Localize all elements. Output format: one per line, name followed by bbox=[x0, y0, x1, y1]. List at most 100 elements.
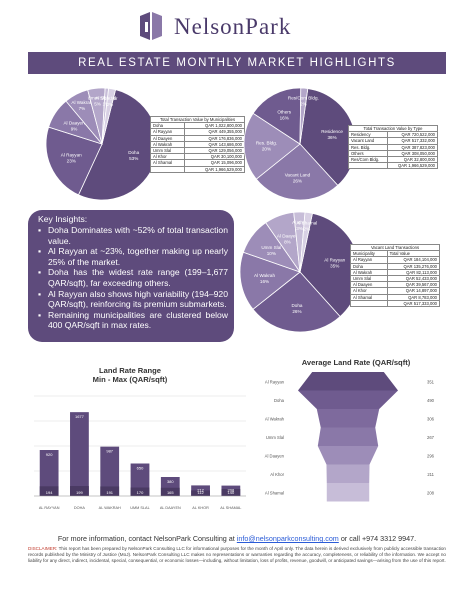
disclaimer: DISCLAIMER: This report has been prepare… bbox=[28, 546, 446, 565]
chart-subtitle: Min - Max (QAR/sqft) bbox=[92, 375, 168, 384]
slice-pct: 10% bbox=[267, 251, 276, 256]
row-value: QAR 15,096,000 bbox=[184, 159, 245, 167]
bar-min bbox=[70, 486, 89, 496]
funnel-segment bbox=[298, 390, 398, 409]
bar-min-label: 140 bbox=[228, 490, 235, 495]
funnel-segment bbox=[326, 483, 370, 502]
bar-min-label: 170 bbox=[137, 490, 144, 495]
table-row: Umm Slal QAR 129,056,000 bbox=[149, 146, 245, 155]
insights-heading: Key Insights: bbox=[38, 214, 88, 224]
slice-pct: 20% bbox=[262, 147, 271, 152]
table-blank-cell bbox=[347, 162, 389, 170]
table-row: Al Wakrah QAR 82,113,000 bbox=[350, 268, 441, 277]
row-value: QAR 517,332,000 bbox=[387, 137, 438, 145]
row-value: QAR 387,823,000 bbox=[387, 143, 438, 151]
slice-pct: 3% bbox=[296, 226, 303, 231]
bar-max-label: 212 bbox=[197, 487, 204, 492]
row-label: Al Wakrah bbox=[149, 140, 186, 149]
contact-email-link[interactable]: info@nelsonparkconsulting.com bbox=[236, 534, 339, 543]
table-row: Al Daayen QAR 176,836,000 bbox=[149, 134, 245, 142]
slice-pct: 5% bbox=[94, 102, 101, 107]
row-label: Res/Com Bldg. bbox=[347, 155, 389, 164]
table-row: Al Rayyan QAR 184,104,000 bbox=[350, 256, 441, 264]
x-tick-label: UMM SLAL bbox=[130, 506, 149, 510]
row-label: Al Daayen bbox=[149, 134, 186, 142]
row-label: Vacant Land bbox=[347, 137, 389, 145]
row-value: QAR 82,113,000 bbox=[386, 268, 441, 277]
table-row: Al Rayyan QAR 449,355,000 bbox=[149, 128, 245, 136]
slice-pct: 7% bbox=[79, 106, 86, 111]
funnel-value-label: 211 bbox=[427, 472, 434, 477]
table-total: QAR 517,333,000 bbox=[386, 299, 441, 308]
row-value: QAR 30,100,000 bbox=[184, 153, 245, 161]
table-row: Vacant Land QAR 517,332,000 bbox=[347, 137, 438, 145]
slice-pct: 53% bbox=[129, 156, 138, 161]
slice-label: Residence bbox=[321, 129, 343, 134]
funnel-segment bbox=[298, 372, 398, 391]
pie-slice bbox=[45, 126, 103, 196]
slice-pct: 16% bbox=[280, 115, 289, 120]
table-row: Umm Slal QAR 52,433,000 bbox=[350, 274, 441, 283]
table-row: Al Shamal QAR 15,096,000 bbox=[149, 159, 245, 167]
bar-max-label: 208 bbox=[228, 488, 235, 493]
row-value: QAR 308,050,000 bbox=[387, 149, 438, 158]
x-tick-label: AL RAYYAN bbox=[39, 506, 60, 510]
slice-pct: 2% bbox=[304, 227, 311, 232]
disclaimer-text: This report has been prepared by NelsonP… bbox=[28, 546, 446, 564]
slice-pct: 23% bbox=[67, 159, 76, 164]
bar-min bbox=[221, 489, 241, 496]
contact-suffix: or call +974 3312 9947. bbox=[340, 534, 417, 543]
bar-min-label: 194 bbox=[46, 490, 53, 495]
funnel-segment bbox=[317, 427, 379, 446]
slice-label: Al Khor bbox=[292, 220, 308, 225]
insight-item: Remaining municipalities are clustered b… bbox=[38, 310, 228, 331]
bar-min bbox=[191, 490, 210, 496]
slice-label: Umm Slal bbox=[261, 245, 281, 250]
bar-max bbox=[100, 446, 120, 496]
table-blank-cell bbox=[350, 299, 388, 308]
row-value: QAR 8,783,000 bbox=[386, 293, 441, 301]
funnel-category-label: Al Daayen bbox=[265, 453, 285, 458]
funnel-category-label: Al Wakrah bbox=[265, 416, 285, 421]
row-value: QAR 14,897,000 bbox=[386, 287, 441, 295]
row-value: QAR 1,022,800,000 bbox=[184, 122, 245, 130]
report-title: REAL ESTATE MONTHLY MARKET HIGHLIGHTS bbox=[28, 52, 446, 74]
funnel-category-label: Doha bbox=[274, 398, 285, 403]
average-land-rate-chart: Al Rayyan 351 Doha 490 Al Wakrah 306 Umm Slal 2… bbox=[265, 372, 435, 502]
insight-item: Al Rayyan also shows high variability (1… bbox=[38, 289, 228, 310]
funnel-value-label: 351 bbox=[427, 379, 435, 384]
row-label: Al Rayyan bbox=[149, 128, 186, 136]
table-row: Others QAR 308,050,000 bbox=[347, 149, 438, 158]
bar-min-label: 165 bbox=[167, 490, 174, 495]
slice-pct: 9% bbox=[71, 126, 78, 131]
municipality-value-table: Total Transaction Value by Municipalitie… bbox=[149, 115, 245, 173]
row-value: QAR 52,433,000 bbox=[386, 274, 441, 283]
slice-label: Res. Bldg. bbox=[256, 141, 277, 146]
row-value: QAR 720,522,000 bbox=[387, 131, 438, 139]
row-label: Al Shamal bbox=[149, 159, 186, 167]
contact-prefix: For more information, contact NelsonPark… bbox=[57, 534, 235, 543]
bar-max bbox=[39, 450, 59, 496]
slice-pct: 1% bbox=[102, 101, 109, 106]
slice-pct: 2% bbox=[300, 101, 307, 106]
slice-pct: 36% bbox=[327, 135, 336, 140]
pie-slice bbox=[252, 87, 302, 145]
x-tick-label: DOHA bbox=[74, 506, 85, 510]
slice-pct: 26% bbox=[293, 179, 302, 184]
funnel-segment bbox=[316, 409, 380, 428]
table-row: Res/Com Bldg. QAR 32,800,000 bbox=[347, 155, 438, 164]
bar-min-label: 191 bbox=[106, 490, 113, 495]
slice-label: Al Rayyan bbox=[324, 258, 345, 263]
bar-max-label: 380 bbox=[167, 479, 174, 484]
bar-max-label: 1677 bbox=[75, 414, 85, 419]
row-value: QAR 449,355,000 bbox=[184, 128, 245, 136]
slice-label: Al Daayen bbox=[277, 233, 299, 238]
slice-label: Al Rayyan bbox=[61, 153, 82, 158]
brand-logo: NelsonPark bbox=[136, 8, 346, 44]
table-row: Al Wakrah QAR 143,686,000 bbox=[149, 140, 245, 149]
funnel-category-label: Umm Slal bbox=[266, 435, 284, 440]
insight-item: Doha has the widest rate range (199–1,67… bbox=[38, 267, 228, 288]
funnel-category-label: Al Rayyan bbox=[265, 379, 285, 384]
bar-max-label: 987 bbox=[106, 449, 113, 454]
table-row: Residency QAR 720,522,000 bbox=[347, 131, 438, 139]
